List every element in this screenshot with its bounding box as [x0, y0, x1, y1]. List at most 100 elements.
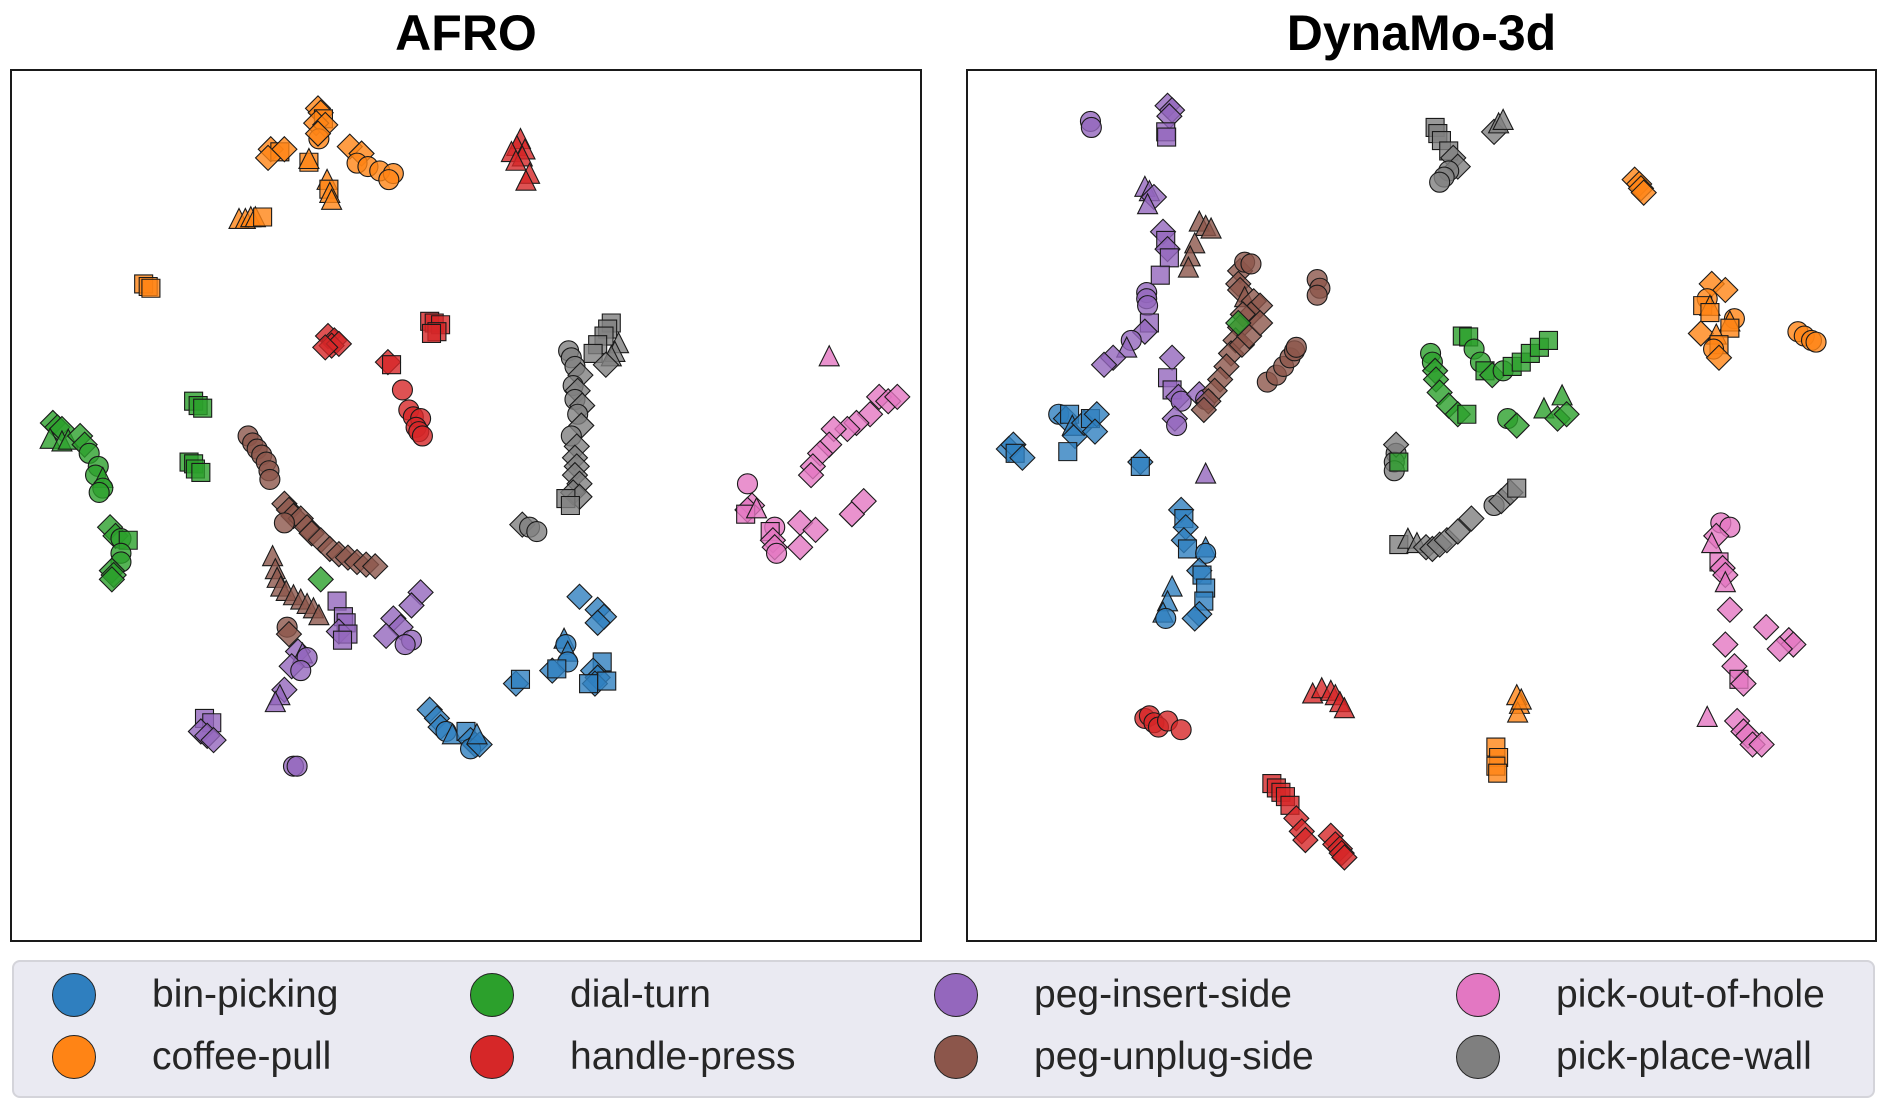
circle-marker: [737, 474, 757, 494]
square-marker: [1458, 405, 1476, 423]
circle-marker: [412, 426, 432, 446]
afro-scatter-plot: [10, 69, 922, 942]
square-marker: [194, 399, 212, 417]
diamond-marker: [1731, 671, 1756, 696]
circle-marker: [291, 661, 311, 681]
circle-marker-icon: [470, 973, 514, 1017]
legend-item-peg-insert-side: peg-insert-side: [934, 970, 1292, 1020]
legend-label: pick-out-of-hole: [1556, 973, 1825, 1016]
square-marker: [548, 660, 566, 678]
diamond-marker: [374, 623, 399, 648]
diamond-marker: [1445, 519, 1470, 544]
square-marker: [254, 208, 272, 226]
diamond-marker: [585, 610, 610, 635]
circle-marker-icon: [470, 1035, 514, 1079]
legend-item-coffee-pull: coffee-pull: [52, 1032, 331, 1082]
circle-marker: [767, 543, 787, 563]
circle-marker: [392, 380, 412, 400]
circle-marker: [1430, 172, 1450, 192]
diamond-marker: [99, 567, 124, 592]
square-marker: [1489, 764, 1507, 782]
circle-marker-icon: [1456, 1035, 1500, 1079]
legend-label: coffee-pull: [152, 1035, 332, 1078]
triangle-marker: [819, 346, 839, 366]
triangle-marker: [1697, 706, 1717, 726]
square-marker: [1151, 266, 1169, 284]
diamond-marker: [593, 352, 618, 377]
circle-marker-icon: [52, 973, 96, 1017]
dynamo-3d-scatter-plot: [966, 69, 1877, 942]
diamond-marker: [885, 384, 910, 409]
diamond-marker: [1717, 597, 1742, 622]
triangle-marker: [1511, 689, 1531, 709]
square-marker: [422, 324, 440, 342]
diamond-marker: [1010, 445, 1035, 470]
circle-marker: [274, 513, 294, 533]
triangle-marker: [1178, 257, 1198, 277]
diamond-marker: [1631, 180, 1656, 205]
legend-item-bin-picking: bin-picking: [52, 970, 338, 1020]
triangle-marker: [1138, 194, 1158, 214]
diamond-marker: [1459, 506, 1484, 531]
triangle-marker: [263, 546, 283, 566]
diamond-marker: [1767, 636, 1792, 661]
circle-marker: [1171, 391, 1191, 411]
diamond-marker: [803, 517, 828, 542]
triangle-marker: [747, 498, 767, 518]
diamond-marker: [256, 145, 281, 170]
diamond-marker: [1226, 311, 1251, 336]
diamond-marker: [1706, 345, 1731, 370]
diamond-marker: [1092, 352, 1117, 377]
afro-panel-title: AFRO: [395, 5, 537, 61]
triangle-marker: [1201, 218, 1221, 238]
diamond-marker: [1191, 397, 1216, 422]
legend-item-pick-place-wall: pick-place-wall: [1456, 1032, 1812, 1082]
circle-marker: [1081, 117, 1101, 137]
triangle-marker: [309, 605, 329, 625]
dynamo-panel-title: DynaMo-3d: [1286, 5, 1557, 61]
triangle-marker: [516, 170, 536, 190]
circle-marker: [1138, 296, 1158, 316]
diamond-marker: [305, 121, 330, 146]
square-marker: [1721, 319, 1739, 337]
triangle-marker: [322, 189, 342, 209]
diamond-marker: [1332, 845, 1357, 870]
square-marker: [1160, 249, 1178, 267]
dynamo-plot-area: [968, 71, 1875, 940]
diamond-marker: [1749, 732, 1774, 757]
triangle-marker: [1508, 702, 1528, 722]
legend-label: handle-press: [570, 1035, 796, 1078]
diamond-marker: [1754, 615, 1779, 640]
circle-marker-icon: [52, 1035, 96, 1079]
diamond-marker: [1182, 606, 1207, 631]
diamond-marker: [308, 567, 333, 592]
circle-marker: [89, 482, 109, 502]
legend-item-peg-unplug-side: peg-unplug-side: [934, 1032, 1314, 1082]
triangle-marker: [1117, 337, 1137, 357]
square-marker: [1059, 443, 1077, 461]
diamond-marker: [851, 489, 876, 514]
circle-marker: [1286, 337, 1306, 357]
circle-marker: [527, 522, 547, 542]
diamond-marker: [567, 584, 592, 609]
square-marker: [334, 631, 352, 649]
diamond-marker: [276, 622, 301, 647]
circle-marker: [395, 635, 415, 655]
square-marker: [142, 279, 160, 297]
triangle-marker: [265, 692, 285, 712]
square-marker: [1158, 128, 1176, 146]
square-marker: [511, 670, 529, 688]
triangle-marker: [1196, 463, 1216, 483]
legend: bin-picking coffee-pull dial-turn handle…: [12, 960, 1875, 1098]
circle-marker: [1196, 543, 1216, 563]
legend-label: peg-insert-side: [1034, 973, 1292, 1016]
square-marker: [1178, 540, 1196, 558]
square-marker: [1131, 457, 1149, 475]
diamond-marker: [1554, 402, 1579, 427]
triangle-marker: [299, 149, 319, 169]
legend-label: peg-unplug-side: [1034, 1035, 1314, 1078]
square-marker: [584, 344, 602, 362]
triangle-marker: [1552, 385, 1572, 405]
afro-plot-area: [12, 71, 920, 940]
circle-marker-icon: [934, 973, 978, 1017]
